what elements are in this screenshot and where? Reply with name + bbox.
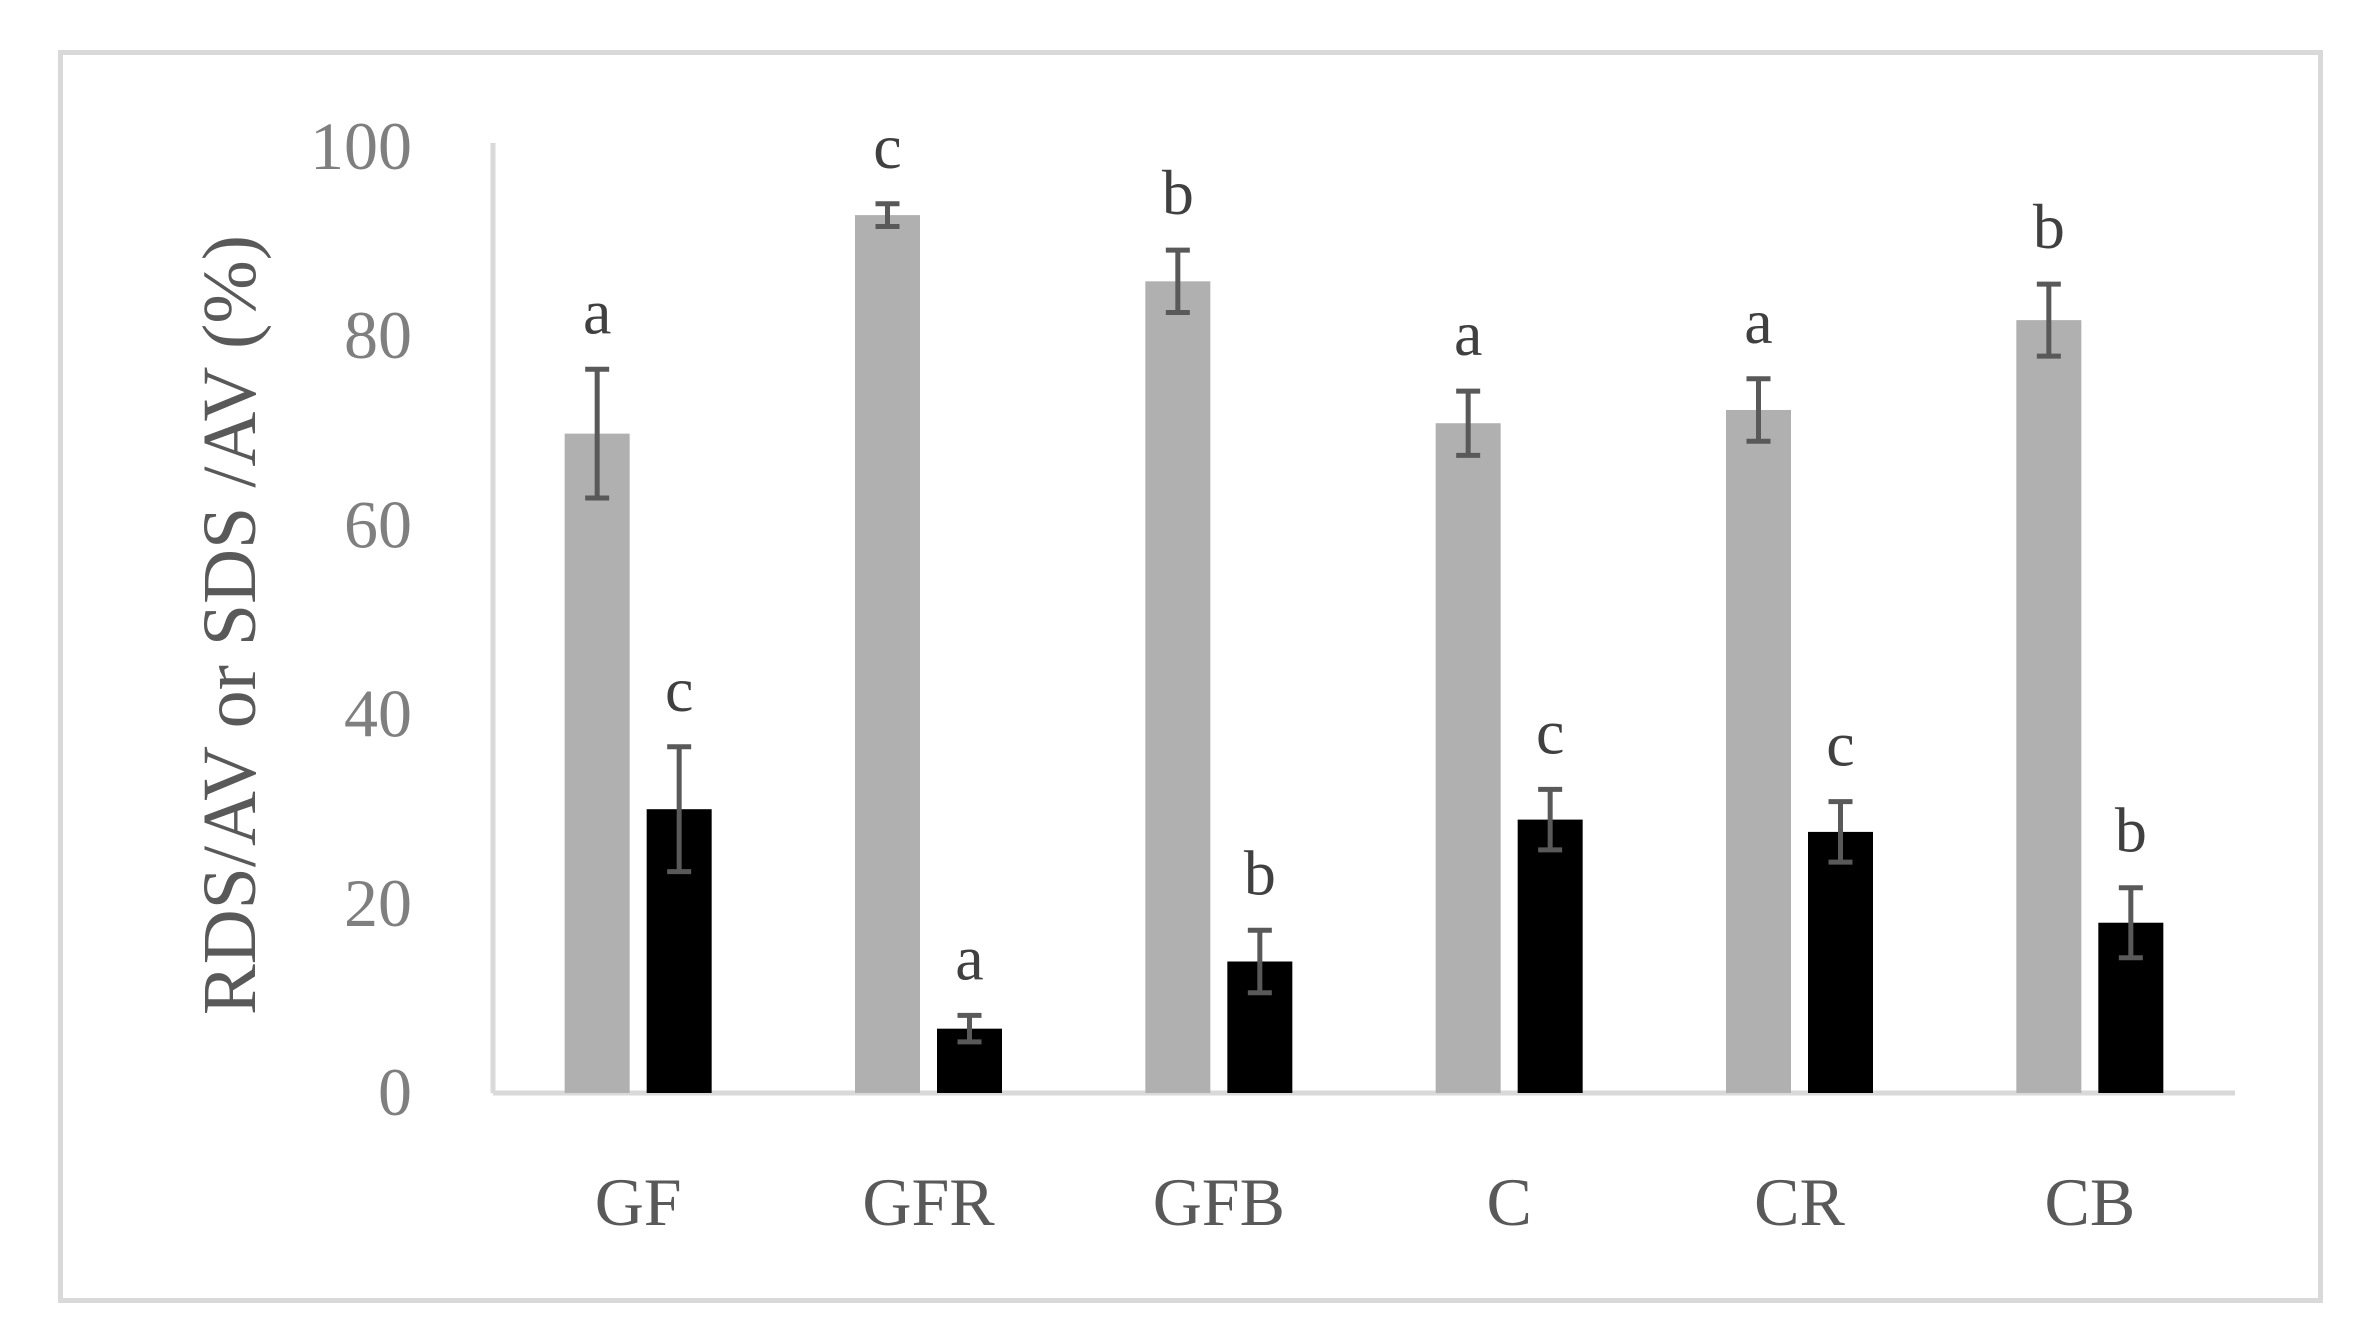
- significance-letter: c: [873, 111, 901, 182]
- x-category-label: GFB: [1153, 1164, 1285, 1240]
- chart-frame: [58, 50, 2323, 1303]
- axes: [490, 143, 2235, 1096]
- bars: [564, 215, 2164, 1093]
- significance-letter: b: [1244, 837, 1276, 908]
- significance-letter: a: [1454, 298, 1482, 369]
- significance-letter: c: [665, 654, 693, 725]
- bar-series2: [1808, 831, 1873, 1093]
- bar-series1: [1435, 423, 1501, 1093]
- x-category-label: CB: [2044, 1164, 2135, 1240]
- bar-series1: [1145, 281, 1211, 1093]
- y-tick-label: 0: [378, 1054, 412, 1130]
- significance-letter: c: [1536, 696, 1564, 767]
- x-category-label: C: [1486, 1164, 1531, 1240]
- significance-letter: a: [955, 922, 983, 993]
- bar-series1: [1726, 409, 1791, 1093]
- significance-letters: a c c a b b a c a c b b: [583, 111, 2147, 994]
- significance-letter: b: [1162, 157, 1194, 228]
- x-category-labels: GF GFR GFB C CR CB: [595, 1164, 2135, 1240]
- y-tick-label: 40: [344, 676, 412, 752]
- bar-series1: [855, 215, 920, 1093]
- significance-letter: a: [1744, 286, 1772, 357]
- bar-series2: [1517, 819, 1583, 1093]
- y-tick-label: 60: [344, 486, 412, 562]
- bar-series1: [2016, 320, 2082, 1093]
- significance-letter: c: [1826, 709, 1854, 780]
- y-tick-labels: 0 20 40 60 80 100: [310, 108, 412, 1130]
- significance-letter: b: [2033, 191, 2065, 262]
- x-category-label: CR: [1754, 1164, 1845, 1240]
- x-category-label: GFR: [862, 1164, 995, 1240]
- significance-letter: b: [2115, 795, 2147, 866]
- significance-letter: a: [583, 276, 611, 347]
- y-tick-label: 100: [310, 108, 412, 184]
- x-category-label: GF: [595, 1164, 682, 1240]
- y-tick-label: 20: [344, 865, 412, 941]
- y-tick-label: 80: [344, 297, 412, 373]
- error-bars: [585, 201, 2143, 1045]
- bar-series1: [564, 433, 630, 1093]
- y-axis-label: RDS/AV or SDS /AV (%): [188, 235, 272, 1015]
